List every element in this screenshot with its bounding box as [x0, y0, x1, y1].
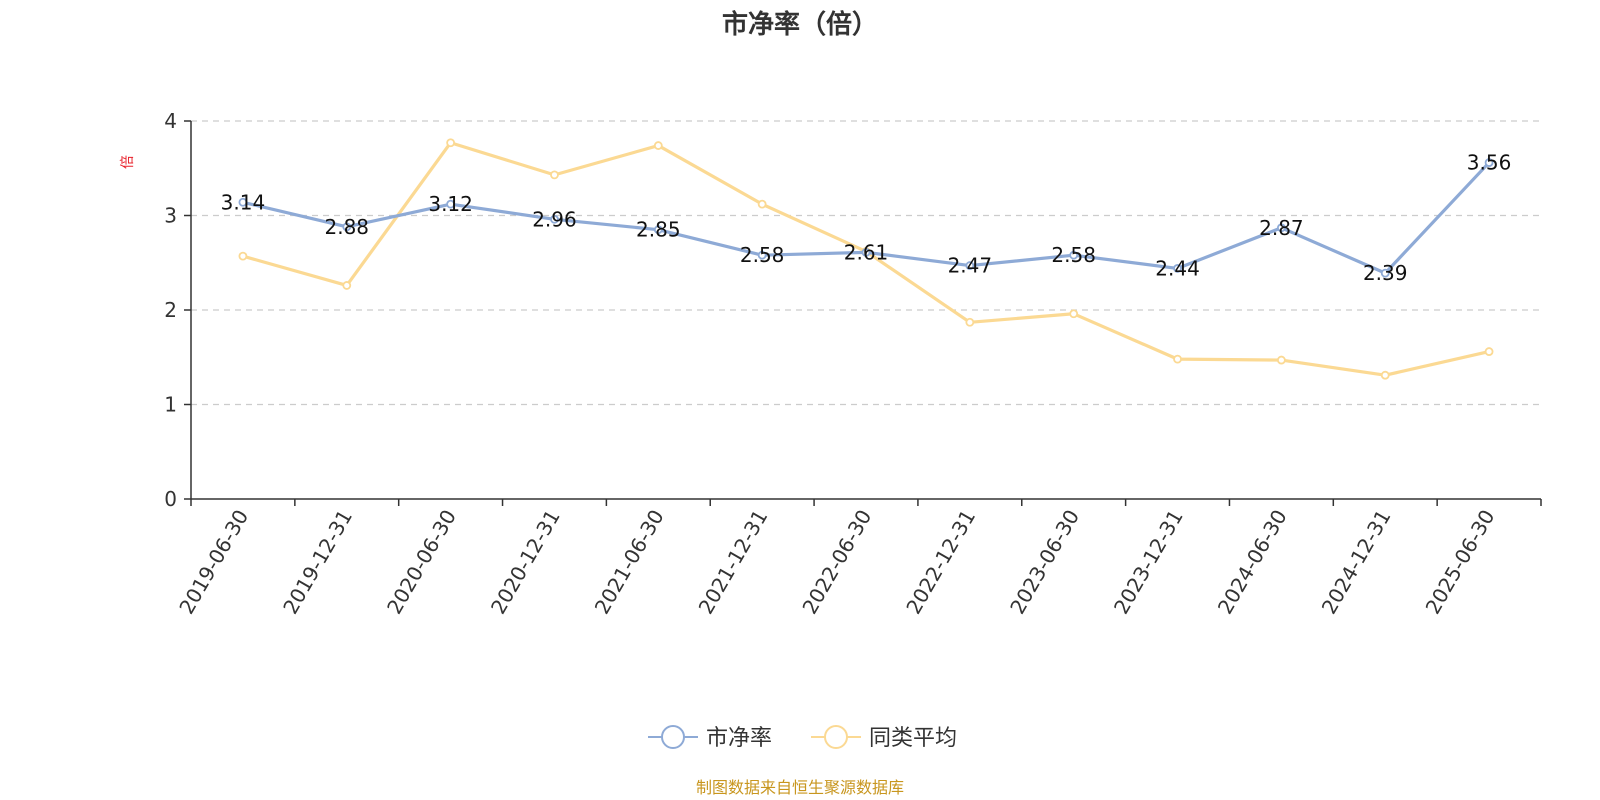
x-tick-label: 2019-12-31	[278, 506, 357, 619]
legend-item[interactable]: 同类平均	[811, 725, 957, 751]
x-tick-label: 2024-06-30	[1213, 506, 1292, 619]
data-label: 3.12	[428, 192, 473, 216]
data-label: 2.44	[1155, 256, 1200, 280]
data-point[interactable]	[238, 251, 248, 261]
x-tick-label: 2020-06-30	[382, 505, 461, 618]
x-tick-label: 2019-06-30	[174, 506, 253, 619]
y-tick-label: 3	[164, 204, 177, 228]
x-tick-label: 2022-12-31	[901, 506, 980, 619]
legend[interactable]: 市净率 同类平均	[648, 725, 957, 751]
data-point[interactable]	[1276, 223, 1286, 233]
data-label: 2.58	[1051, 243, 1096, 267]
data-point[interactable]	[861, 247, 871, 257]
data-point[interactable]	[1173, 354, 1182, 364]
data-label: 2.96	[532, 207, 577, 231]
legend-marker	[661, 725, 685, 749]
x-tick-label: 2021-12-31	[694, 506, 773, 619]
data-point[interactable]	[1380, 268, 1390, 278]
x-tick-label: 2023-06-30	[1005, 506, 1084, 619]
y-tick-label: 1	[164, 393, 177, 417]
x-tick-label: 2020-12-31	[486, 506, 565, 619]
legend-label: 同类平均	[869, 726, 957, 751]
x-tick-label: 2023-12-31	[1109, 506, 1188, 619]
data-point[interactable]	[1380, 370, 1390, 380]
data-point[interactable]	[1484, 158, 1494, 167]
series-0	[238, 158, 1494, 278]
y-axis-label: 倍	[120, 155, 136, 169]
data-point[interactable]	[446, 138, 456, 148]
data-point[interactable]	[653, 225, 663, 235]
y-tick-label: 2	[164, 298, 177, 322]
axes: 0 1 2 3 4 2019-06-30 2019-12-31 2020-06-30 2020-…	[164, 109, 1542, 619]
x-tick-label: 2022-06-30	[797, 506, 876, 619]
x-tick-label: 2024-12-31	[1317, 506, 1396, 619]
data-label: 2.39	[1363, 261, 1408, 285]
data-point[interactable]	[757, 199, 767, 209]
x-tick-label: 2021-06-30	[590, 506, 669, 619]
data-point[interactable]	[1069, 309, 1079, 319]
data-point[interactable]	[1069, 250, 1079, 260]
data-label: 2.61	[844, 240, 889, 264]
data-point[interactable]	[1276, 355, 1286, 365]
chart-title: 市净率（倍）	[722, 9, 878, 40]
data-point[interactable]	[1173, 264, 1182, 273]
x-tick-label: 2025-06-30	[1421, 506, 1500, 619]
legend-label: 市净率	[706, 726, 772, 751]
data-point[interactable]	[965, 317, 975, 327]
data-point[interactable]	[965, 261, 975, 270]
data-label: 2.87	[1259, 216, 1304, 240]
y-tick-label: 0	[164, 487, 177, 511]
y-tick-label: 4	[164, 109, 177, 133]
data-point[interactable]	[238, 197, 248, 207]
data-point[interactable]	[550, 214, 559, 224]
data-label: 3.14	[221, 190, 266, 214]
data-point[interactable]	[757, 250, 767, 260]
data-point[interactable]	[342, 281, 352, 290]
data-label: 2.88	[325, 215, 370, 239]
data-labels: 3.14 2.88 3.12 2.96 2.85 2.58 2.61 2.47 2.58 2.44…	[221, 151, 1512, 286]
data-label: 2.47	[948, 254, 993, 278]
data-label: 2.58	[740, 243, 785, 267]
grid-lines	[191, 120, 1541, 406]
legend-marker	[824, 725, 848, 749]
data-point[interactable]	[342, 222, 352, 232]
legend-item[interactable]: 市净率	[648, 725, 772, 751]
data-label: 2.85	[636, 218, 681, 242]
data-point[interactable]	[1484, 347, 1494, 356]
data-point[interactable]	[653, 141, 663, 150]
data-point[interactable]	[550, 170, 559, 180]
source-note: 制图数据来自恒生聚源数据库	[696, 778, 904, 797]
data-label: 3.56	[1467, 151, 1512, 175]
data-point[interactable]	[446, 199, 456, 209]
series-layer	[238, 138, 1494, 380]
